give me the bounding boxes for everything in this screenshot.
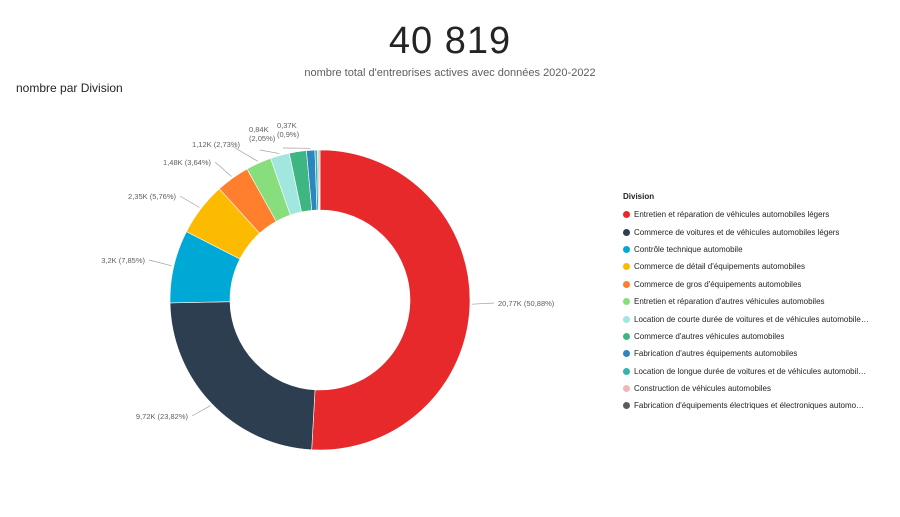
legend: Division Entretien et réparation de véhi… (623, 192, 893, 415)
legend-label: Fabrication d'autres équipements automob… (634, 349, 798, 359)
data-label: 0,37K (0,9%) (277, 121, 300, 139)
legend-label: Commerce de voitures et de véhicules aut… (634, 227, 840, 237)
legend-label: Location de longue durée de voitures et … (634, 366, 867, 376)
legend-label: Construction de véhicules automobiles (634, 384, 771, 394)
legend-marker-icon (623, 332, 630, 340)
legend-item[interactable]: Commerce de voitures et de véhicules aut… (623, 223, 893, 240)
legend-item[interactable]: Location de longue durée de voitures et … (623, 363, 893, 380)
legend-item[interactable]: Entretien et réparation de véhicules aut… (623, 206, 893, 223)
label-leader-line (259, 149, 280, 154)
legend-marker-icon (623, 315, 630, 323)
legend-item[interactable]: Fabrication d'autres équipements automob… (623, 345, 893, 362)
legend-marker-icon (623, 367, 630, 375)
legend-item[interactable]: Commerce de détail d'équipements automob… (623, 258, 893, 275)
legend-marker-icon (623, 385, 630, 393)
legend-marker-icon (623, 211, 630, 219)
data-label: 9,72K (23,82%) (136, 412, 189, 421)
data-label: 2,35K (5,76%) (128, 192, 176, 201)
donut-slices[interactable] (169, 149, 471, 451)
legend-label: Commerce de détail d'équipements automob… (634, 262, 805, 272)
label-leader-line (179, 195, 200, 208)
legend-label: Fabrication d'équipements électriques et… (634, 401, 865, 411)
legend-marker-icon (623, 245, 630, 253)
data-label: 1,48K (3,64%) (163, 158, 211, 167)
data-label: 20,77K (50,88%) (498, 299, 555, 308)
label-leader-line (471, 302, 495, 305)
kpi-subtitle: nombre total d'entreprises actives avec … (304, 67, 596, 76)
data-label: 1,12K (2,73%) (192, 140, 240, 149)
donut-slice[interactable] (318, 149, 321, 211)
data-label: 0,84K (2,05%) (249, 125, 276, 143)
legend-marker-icon (623, 402, 630, 410)
kpi-value: 40 819 (388, 20, 512, 62)
legend-item[interactable]: Commerce de gros d'équipements automobil… (623, 276, 893, 293)
donut-labels: 20,77K (50,88%) 9,72K (23,82%) 3,2K (7,85%… (101, 121, 555, 421)
legend-label: Entretien et réparation de véhicules aut… (634, 210, 830, 220)
legend-label: Commerce de gros d'équipements automobil… (634, 279, 802, 289)
legend-item[interactable]: Contrôle technique automobile (623, 241, 893, 258)
legend-marker-icon (623, 298, 630, 306)
label-leader-line (231, 145, 258, 162)
legend-items: Entretien et réparation de véhicules aut… (623, 206, 893, 415)
label-leader-line (148, 259, 172, 267)
legend-label: Contrôle technique automobile (634, 244, 743, 254)
legend-marker-icon (623, 350, 630, 358)
legend-label: Location de courte durée de voitures et … (634, 314, 869, 324)
label-leader-line (214, 161, 232, 177)
legend-item[interactable]: Commerce d'autres véhicules automobiles (623, 328, 893, 345)
legend-label: Entretien et réparation d'autres véhicul… (634, 297, 825, 307)
label-leader-line (191, 405, 211, 417)
legend-marker-icon (623, 280, 630, 288)
legend-item[interactable]: Location de courte durée de voitures et … (623, 310, 893, 327)
legend-item[interactable]: Construction de véhicules automobiles (623, 380, 893, 397)
data-label: 3,2K (7,85%) (101, 256, 145, 265)
donut-slice[interactable] (169, 301, 316, 451)
legend-label: Commerce d'autres véhicules automobiles (634, 331, 785, 341)
legend-title: Division (623, 192, 655, 201)
legend-marker-icon (623, 228, 630, 236)
chart-title: nombre par Division (16, 81, 123, 95)
legend-item[interactable]: Entretien et réparation d'autres véhicul… (623, 293, 893, 310)
donut-slice[interactable] (311, 149, 471, 451)
legend-item[interactable]: Fabrication d'équipements électriques et… (623, 397, 893, 414)
legend-marker-icon (623, 263, 630, 271)
